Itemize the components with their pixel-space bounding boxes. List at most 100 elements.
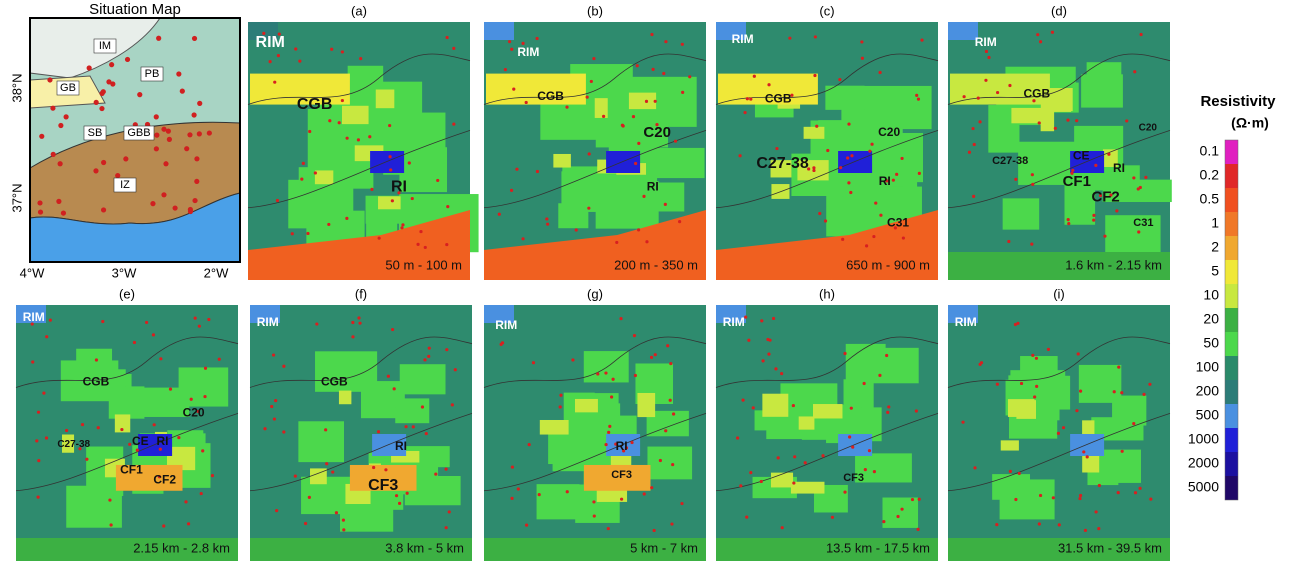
station: [848, 435, 851, 438]
station: [654, 100, 657, 103]
station: [137, 92, 142, 97]
station: [917, 97, 920, 100]
station: [678, 220, 681, 223]
anomaly: [882, 498, 918, 528]
lon-label: 3°W: [112, 265, 137, 280]
feature-label: RIM: [23, 310, 45, 324]
station: [536, 170, 539, 173]
station: [341, 99, 344, 102]
station: [184, 146, 189, 151]
feature-label: RI: [1113, 161, 1125, 175]
station: [971, 127, 974, 130]
station: [38, 209, 43, 214]
station: [736, 436, 739, 439]
station: [106, 79, 111, 84]
station: [308, 130, 311, 133]
anomaly: [1003, 198, 1040, 229]
station: [610, 395, 613, 398]
station: [368, 135, 371, 138]
station: [273, 417, 276, 420]
station: [204, 367, 207, 370]
station: [874, 201, 877, 204]
panel: (a)RIMCGBRI50 m - 100 m: [248, 3, 479, 280]
station: [1117, 491, 1120, 494]
station: [846, 156, 849, 159]
anomaly: [298, 421, 344, 462]
station: [125, 57, 130, 62]
station: [996, 383, 999, 386]
station: [743, 111, 746, 114]
station: [327, 223, 330, 226]
anomaly: [376, 90, 395, 109]
anomaly: [378, 196, 401, 209]
station: [1095, 510, 1098, 513]
panel-letter: (e): [119, 286, 135, 301]
station: [630, 441, 633, 444]
station: [749, 471, 752, 474]
panel: (c)RIMCGBC20C27-38RIC31650 m - 900 m: [716, 3, 938, 280]
station: [31, 360, 34, 363]
station: [308, 496, 311, 499]
station: [159, 448, 162, 451]
anomaly: [1112, 396, 1146, 426]
anomaly: [818, 120, 870, 149]
feature-label: RI: [647, 179, 659, 193]
station: [384, 468, 387, 471]
station: [812, 166, 815, 169]
lon-label: 4°W: [20, 265, 45, 280]
station: [154, 146, 159, 151]
station: [863, 382, 866, 385]
colorbar-label: 5000: [1188, 479, 1219, 495]
station: [538, 493, 541, 496]
station: [263, 427, 266, 430]
anomaly: [813, 404, 842, 418]
station: [1057, 432, 1060, 435]
station: [37, 496, 40, 499]
feature-label: C20: [1139, 122, 1158, 133]
feature-label: CF3: [843, 472, 864, 484]
anomaly: [66, 486, 122, 528]
station: [37, 411, 40, 414]
station: [198, 325, 201, 328]
station: [847, 181, 850, 184]
station: [452, 123, 455, 126]
depth-label: 650 m - 900 m: [846, 257, 930, 272]
station: [920, 39, 923, 42]
feature-label: CF3: [368, 477, 398, 494]
station: [197, 101, 202, 106]
colorbar-swatch: [1225, 260, 1238, 284]
station: [615, 241, 618, 244]
anomaly: [370, 385, 403, 408]
anomaly: [342, 106, 369, 124]
station: [918, 172, 921, 175]
station: [868, 449, 871, 452]
station: [681, 91, 684, 94]
feature-label: CF3: [611, 469, 632, 481]
station: [565, 106, 568, 109]
station: [194, 179, 199, 184]
station: [446, 36, 449, 39]
station: [915, 94, 918, 97]
station: [620, 498, 623, 501]
feature-label: CGB: [1023, 86, 1050, 100]
anomaly: [339, 391, 351, 405]
station: [273, 81, 276, 84]
station: [451, 403, 454, 406]
station: [985, 50, 988, 53]
station: [745, 516, 748, 519]
station: [370, 188, 373, 191]
station: [188, 209, 193, 214]
station: [1082, 450, 1085, 453]
station: [860, 40, 863, 43]
colorbar-label: 0.5: [1200, 191, 1220, 207]
station: [1062, 426, 1065, 429]
station: [1139, 186, 1142, 189]
station: [302, 162, 305, 165]
station: [35, 439, 38, 442]
station: [634, 374, 637, 377]
feature-label: RIM: [517, 45, 539, 59]
station: [1038, 121, 1041, 124]
depth-label: 2.15 km - 2.8 km: [133, 540, 230, 555]
station: [850, 407, 853, 410]
anomaly: [1000, 479, 1055, 519]
